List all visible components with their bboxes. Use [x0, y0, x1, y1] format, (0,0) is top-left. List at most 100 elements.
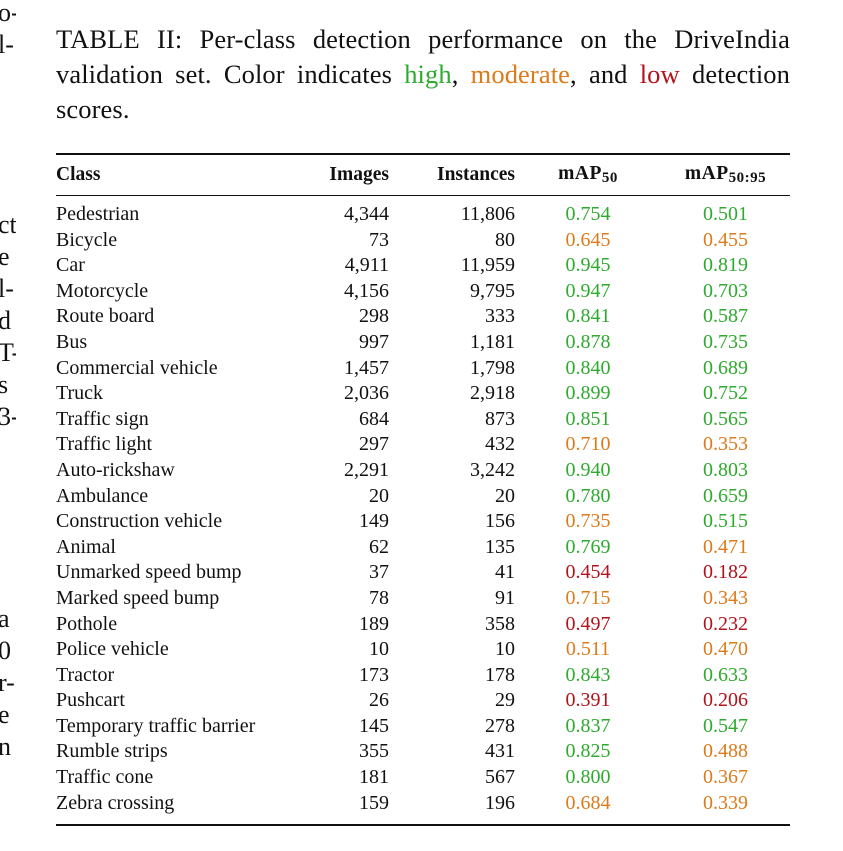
cell-images: 189 — [359, 612, 389, 635]
cell-map50-95: 0.565 — [703, 407, 748, 430]
caption-high-keyword: high — [404, 59, 452, 89]
table-row: Marked speed bump 78 91 0.715 0.343 — [56, 586, 790, 612]
column-fragment: ct — [0, 210, 16, 239]
cell-class: Commercial vehicle — [56, 356, 218, 379]
table-row: Zebra crossing 159 196 0.684 0.339 — [56, 791, 790, 826]
cell-images: 4,911 — [344, 254, 389, 277]
table-row: Traffic cone 181 567 0.800 0.367 — [56, 765, 790, 791]
cell-map50: 0.511 — [565, 638, 611, 661]
cell-instances: 80 — [495, 228, 515, 251]
table-row: Ambulance 20 20 0.780 0.659 — [56, 484, 790, 510]
caption-prefix: TABLE II: Per-class detection performanc… — [56, 24, 790, 89]
cell-map50-95: 0.471 — [703, 535, 748, 558]
cell-class: Animal — [56, 535, 116, 558]
cell-map50-95: 0.703 — [703, 279, 748, 302]
column-fragment: n — [0, 732, 11, 761]
cell-instances: 11,959 — [460, 254, 515, 277]
cell-images: 297 — [359, 433, 389, 456]
cell-images: 2,291 — [344, 458, 389, 481]
cell-map50-95: 0.488 — [703, 740, 748, 763]
header-map50: mAP50 — [515, 154, 661, 196]
cell-class: Bicycle — [56, 228, 118, 251]
cell-images: 159 — [359, 791, 389, 814]
table-header: Class Images Instances mAP50 mAP50:95 — [56, 154, 790, 196]
header-images: Images — [329, 164, 389, 185]
cell-class: Marked speed bump — [56, 586, 220, 609]
table-row: Pushcart 26 29 0.391 0.206 — [56, 688, 790, 714]
column-fragment: l- — [0, 274, 14, 303]
cell-map50: 0.710 — [565, 433, 611, 456]
cell-instances: 20 — [495, 484, 515, 507]
cell-instances: 135 — [485, 535, 515, 558]
cell-images: 149 — [359, 510, 389, 533]
cell-images: 78 — [369, 586, 389, 609]
cell-images: 1,457 — [344, 356, 389, 379]
cell-class: Unmarked speed bump — [56, 561, 242, 584]
column-fragment: 0 — [0, 636, 11, 665]
table-row: Auto-rickshaw 2,291 3,242 0.940 0.803 — [56, 458, 790, 484]
cell-map50-95: 0.367 — [703, 766, 748, 789]
table-row: Pedestrian 4,344 11,806 0.754 0.501 — [56, 196, 790, 228]
table-row: Bus 997 1,181 0.878 0.735 — [56, 330, 790, 356]
cell-images: 173 — [359, 663, 389, 686]
cell-map50-95: 0.735 — [703, 330, 748, 353]
cell-map50-95: 0.206 — [703, 689, 748, 712]
cell-instances: 91 — [495, 586, 515, 609]
cell-map50-95: 0.633 — [703, 663, 748, 686]
table-row: Traffic sign 684 873 0.851 0.565 — [56, 407, 790, 433]
cell-instances: 156 — [485, 510, 515, 533]
caption-moderate-keyword: moderate — [470, 59, 571, 89]
cell-map50: 0.851 — [565, 407, 611, 430]
cell-class: Car — [56, 254, 85, 277]
column-fragment: 3- — [0, 402, 16, 431]
column-fragment: o- — [0, 0, 16, 27]
table-row: Police vehicle 10 10 0.511 0.470 — [56, 637, 790, 663]
column-fragment: r- — [0, 668, 15, 697]
header-map50-95-main: mAP — [684, 163, 729, 184]
cell-map50: 0.780 — [565, 484, 611, 507]
table-body: Pedestrian 4,344 11,806 0.754 0.501 Bicycle 73… — [56, 196, 790, 826]
table-row: Animal 62 135 0.769 0.471 — [56, 535, 790, 561]
header-map50-main: mAP — [558, 163, 602, 184]
cell-instances: 10 — [495, 638, 515, 661]
cell-images: 997 — [359, 330, 389, 353]
cell-map50: 0.800 — [565, 766, 611, 789]
cell-images: 355 — [359, 740, 389, 763]
caption-suffix: detection scores. — [56, 59, 791, 124]
cell-instances: 278 — [485, 714, 515, 737]
cell-map50-95: 0.339 — [703, 791, 748, 814]
column-fragment: a — [0, 604, 10, 633]
cell-map50-95: 0.353 — [703, 433, 748, 456]
cell-class: Pushcart — [56, 689, 125, 712]
cell-map50-95: 0.501 — [703, 203, 748, 225]
cell-map50-95: 0.455 — [703, 228, 748, 251]
cell-instances: 431 — [485, 740, 515, 763]
cell-class: Traffic cone — [56, 766, 154, 789]
cell-map50: 0.769 — [565, 535, 611, 558]
cell-instances: 1,798 — [470, 356, 515, 379]
cell-map50-95: 0.470 — [703, 638, 748, 661]
cell-instances: 2,918 — [470, 382, 515, 405]
table-row: Commercial vehicle 1,457 1,798 0.840 0.689 — [56, 356, 790, 382]
caption-low-keyword: low — [639, 59, 680, 89]
caption-separator-1: , — [451, 59, 471, 89]
table-row: Construction vehicle 149 156 0.735 0.515 — [56, 509, 790, 535]
cell-map50-95: 0.232 — [703, 612, 748, 635]
per-class-results-table: Class Images Instances mAP50 mAP50:95 Pe… — [56, 153, 790, 826]
cell-images: 145 — [359, 714, 389, 737]
column-fragment: T- — [0, 338, 16, 367]
cell-map50: 0.825 — [565, 740, 611, 763]
table-row: Bicycle 73 80 0.645 0.455 — [56, 228, 790, 254]
table-caption: TABLE II: Per-class detection performanc… — [56, 22, 790, 127]
cell-class: Route board — [56, 305, 155, 328]
header-row: Class Images Instances mAP50 mAP50:95 — [56, 154, 790, 196]
cell-class: Traffic sign — [56, 407, 149, 430]
cell-map50-95: 0.803 — [703, 458, 748, 481]
cell-class: Auto-rickshaw — [56, 458, 175, 481]
cell-map50: 0.497 — [565, 612, 611, 635]
header-map50-95-subscript: 50:95 — [728, 170, 767, 186]
cell-class: Truck — [56, 382, 104, 405]
header-map50-95: mAP50:95 — [661, 154, 790, 196]
cell-images: 26 — [369, 689, 389, 712]
cell-map50: 0.391 — [565, 689, 611, 712]
